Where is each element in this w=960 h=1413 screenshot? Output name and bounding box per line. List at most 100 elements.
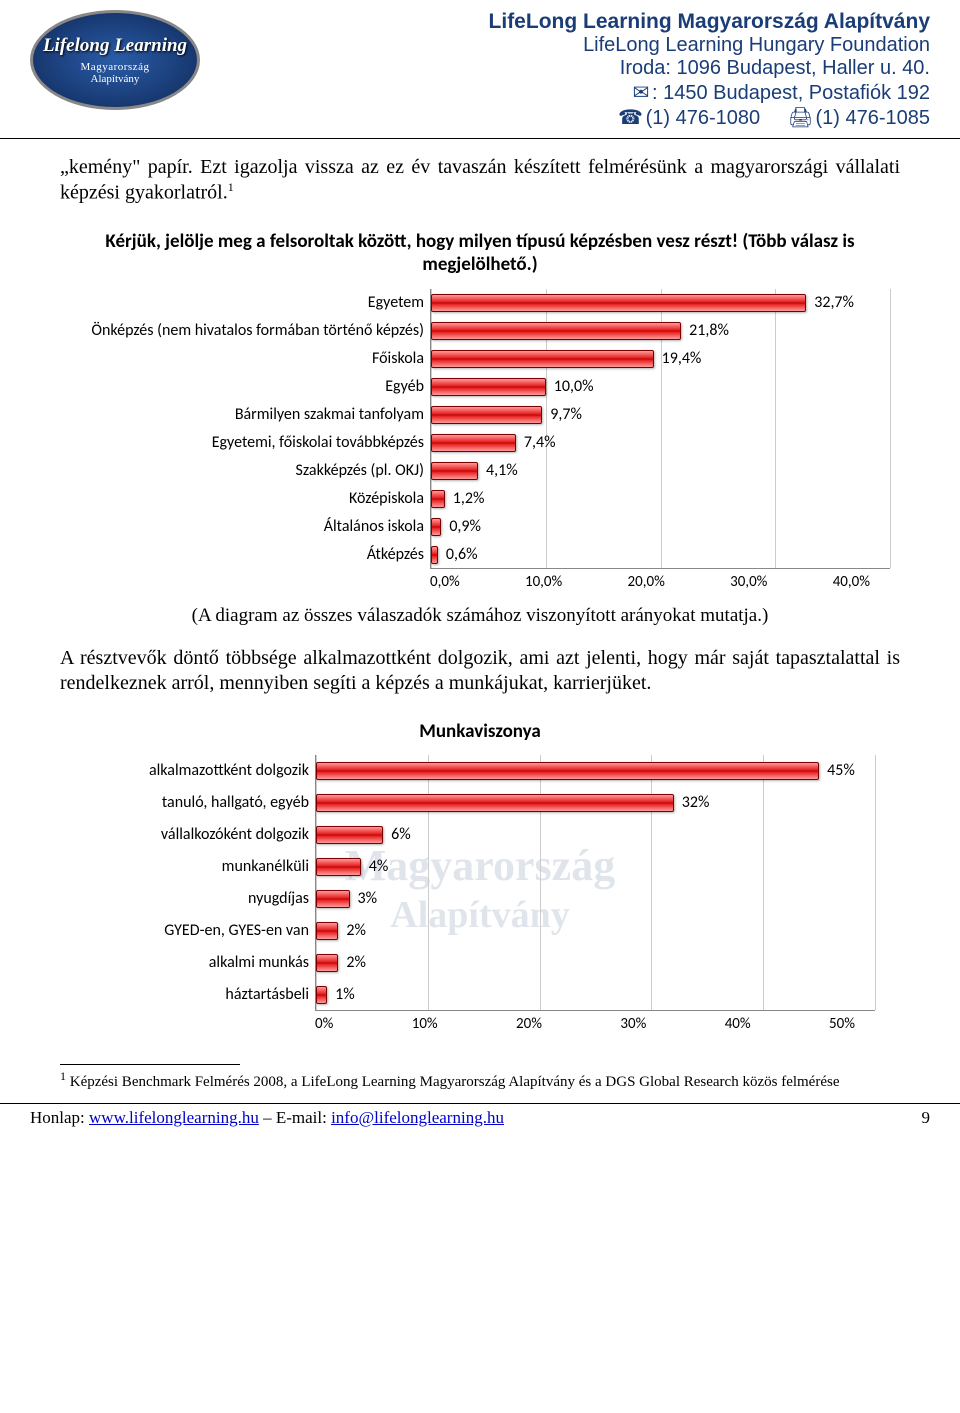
- footnote-separator: [60, 1064, 240, 1065]
- bar-value-label: 19,4%: [662, 349, 702, 369]
- header-right: LifeLong Learning Magyarország Alapítván…: [210, 10, 930, 130]
- logo: Lifelong Learning Magyarország Alapítván…: [30, 10, 210, 120]
- chart-employment: Munkaviszonya alkalmazottként dolgozikta…: [85, 720, 875, 1035]
- bar: [316, 794, 674, 812]
- envelope-icon: ✉: [630, 80, 652, 105]
- bar-value-label: 2%: [346, 953, 366, 973]
- chart1-caption: (A diagram az összes válaszadók számához…: [60, 604, 900, 628]
- category-label: Önképzés (nem hivatalos formában történő…: [70, 317, 424, 345]
- category-label: háztartásbeli: [85, 979, 309, 1011]
- bar-row: 4%: [316, 851, 875, 883]
- chart2-xaxis: 0%10%20%30%40%50%: [315, 1015, 855, 1034]
- bar-row: 45%: [316, 755, 875, 787]
- bar-row: 10,0%: [431, 373, 890, 401]
- bar-row: 0,9%: [431, 513, 890, 541]
- bars-container: 45% 32% 6%4% 3% 2% 2% 1%: [316, 755, 875, 1010]
- phone-fax-line: ☎ (1) 476-1080 🖨 (1) 476-1085: [210, 105, 930, 130]
- bar-value-label: 45%: [827, 761, 855, 781]
- category-label: Szakképzés (pl. OKJ): [70, 457, 424, 485]
- gridline: [875, 755, 876, 1010]
- x-tick-label: 40%: [725, 1015, 751, 1034]
- category-label: alkalmi munkás: [85, 947, 309, 979]
- office-address: Iroda: 1096 Budapest, Haller u. 40.: [210, 57, 930, 80]
- bar-value-label: 4,1%: [486, 461, 518, 481]
- bar-value-label: 2%: [346, 921, 366, 941]
- chart2-title: Munkaviszonya: [85, 720, 875, 744]
- category-label: nyugdíjas: [85, 883, 309, 915]
- bar: [431, 322, 681, 340]
- x-tick-label: 10,0%: [525, 573, 562, 592]
- page-header: Lifelong Learning Magyarország Alapítván…: [0, 0, 960, 139]
- phone-number: (1) 476-1080: [646, 107, 761, 129]
- bar: [316, 858, 361, 876]
- bar-value-label: 6%: [391, 825, 411, 845]
- bar-row: 3%: [316, 883, 875, 915]
- bar-value-label: 1,2%: [453, 489, 485, 509]
- bar-value-label: 4%: [369, 857, 389, 877]
- bar-row: 32%: [316, 787, 875, 819]
- bar: [316, 826, 383, 844]
- phone-icon: ☎: [618, 105, 640, 130]
- bar: [431, 546, 438, 564]
- logo-text-main: Lifelong Learning: [43, 35, 187, 57]
- bar-row: 1%: [316, 979, 875, 1011]
- category-label: tanuló, hallgató, egyéb: [85, 787, 309, 819]
- category-label: Átképzés: [70, 541, 424, 569]
- x-tick-label: 20,0%: [628, 573, 665, 592]
- para1-text: „kemény" papír. Ezt igazolja vissza az e…: [60, 156, 900, 204]
- category-label: alkalmazottként dolgozik: [85, 755, 309, 787]
- x-tick-label: 10%: [412, 1015, 438, 1034]
- bar-value-label: 32,7%: [814, 293, 854, 313]
- chart-plot-area: 32,7% 21,8% 19,4% 10,0% 9,7% 7,4% 4,1%1,2% 0,9%…: [430, 289, 890, 569]
- bar-row: 19,4%: [431, 345, 890, 373]
- bar-row: 1,2%: [431, 485, 890, 513]
- paragraph-1: „kemény" papír. Ezt igazolja vissza az e…: [60, 155, 900, 206]
- bar: [316, 954, 338, 972]
- logo-ellipse: Lifelong Learning Magyarország Alapítván…: [30, 10, 200, 110]
- fax-icon: 🖨: [788, 105, 810, 130]
- bar-row: 32,7%: [431, 289, 890, 317]
- page-footer: Honlap: www.lifelonglearning.hu – E-mail…: [0, 1103, 960, 1138]
- bar: [431, 406, 542, 424]
- bar-value-label: 3%: [358, 889, 378, 909]
- bar: [431, 378, 546, 396]
- category-label: vállalkozóként dolgozik: [85, 819, 309, 851]
- bar-value-label: 0,6%: [446, 545, 478, 565]
- category-label: Egyetemi, főiskolai továbbképzés: [70, 429, 424, 457]
- bar: [431, 350, 654, 368]
- postal-address: ✉: 1450 Budapest, Postafiók 192: [210, 80, 930, 105]
- footnote-ref: 1: [228, 180, 234, 194]
- bar: [316, 922, 338, 940]
- x-tick-label: 20%: [516, 1015, 542, 1034]
- bar-row: 2%: [316, 915, 875, 947]
- bar: [431, 490, 445, 508]
- footer-left: Honlap: www.lifelonglearning.hu – E-mail…: [30, 1108, 504, 1128]
- bar-row: 6%: [316, 819, 875, 851]
- bar-row: 4,1%: [431, 457, 890, 485]
- footnote: 1 Képzési Benchmark Felmérés 2008, a Lif…: [60, 1069, 900, 1093]
- bar-value-label: 9,7%: [550, 405, 582, 425]
- bar-value-label: 10,0%: [554, 377, 594, 397]
- footer-middle: – E-mail:: [259, 1108, 331, 1127]
- category-label: Középiskola: [70, 485, 424, 513]
- bar: [316, 890, 350, 908]
- org-name-hu: LifeLong Learning Magyarország Alapítván…: [210, 10, 930, 34]
- category-label: Egyéb: [70, 373, 424, 401]
- x-tick-label: 0%: [315, 1015, 333, 1034]
- bar-row: 0,6%: [431, 541, 890, 569]
- category-label: Általános iskola: [70, 513, 424, 541]
- x-tick-label: 0,0%: [430, 573, 460, 592]
- bar-value-label: 21,8%: [689, 321, 729, 341]
- logo-text-sub1: Magyarország: [81, 61, 150, 73]
- chart2-body: alkalmazottként dolgoziktanuló, hallgató…: [85, 755, 875, 1011]
- footer-email-link[interactable]: info@lifelonglearning.hu: [331, 1108, 504, 1127]
- footer-website-link[interactable]: www.lifelonglearning.hu: [89, 1108, 259, 1127]
- bar-value-label: 0,9%: [449, 517, 481, 537]
- bar-row: 21,8%: [431, 317, 890, 345]
- bar: [316, 986, 327, 1004]
- content: „kemény" papír. Ezt igazolja vissza az e…: [0, 139, 960, 1093]
- footnote-body: Képzési Benchmark Felmérés 2008, a LifeL…: [66, 1074, 840, 1090]
- bars-container: 32,7% 21,8% 19,4% 10,0% 9,7% 7,4% 4,1%1,2% 0,9%…: [431, 289, 890, 568]
- bar-row: 7,4%: [431, 429, 890, 457]
- category-label: GYED-en, GYES-en van: [85, 915, 309, 947]
